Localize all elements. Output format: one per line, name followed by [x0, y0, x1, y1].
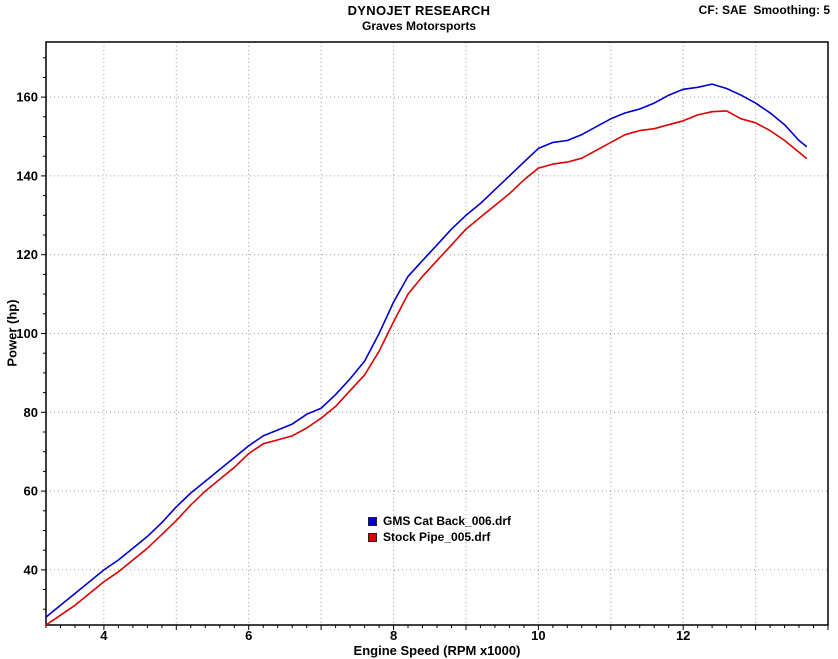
- y-tick-label: 40: [24, 562, 38, 577]
- y-axis-label: Power (hp): [4, 299, 20, 367]
- x-tick-label: 12: [676, 628, 690, 643]
- y-tick-label: 80: [24, 405, 38, 420]
- y-tick-label: 100: [16, 326, 38, 341]
- chart-subtitle: Graves Motorsports: [361, 19, 477, 33]
- x-tick-label: 6: [245, 628, 252, 643]
- correction-smoothing-label: CF: SAE Smoothing: 5: [698, 3, 830, 17]
- x-tick-label: 8: [390, 628, 397, 643]
- legend-label-gms: GMS Cat Back_006.drf: [383, 514, 512, 528]
- x-tick-label: 10: [531, 628, 545, 643]
- legend-label-stock: Stock Pipe_005.drf: [383, 530, 491, 544]
- series-line-1: [45, 110, 808, 626]
- series-line-0: [45, 83, 808, 618]
- y-tick-label: 120: [16, 247, 38, 262]
- x-tick-label: 4: [100, 628, 108, 643]
- legend-swatch-red: [368, 532, 377, 542]
- legend-item-gms-cat-back: GMS Cat Back_006.drf: [368, 513, 511, 529]
- chart-title: DYNOJET RESEARCH: [347, 3, 491, 18]
- y-tick-label: 140: [16, 168, 38, 183]
- legend: GMS Cat Back_006.drf Stock Pipe_005.drf: [368, 513, 511, 545]
- legend-swatch-blue: [368, 516, 377, 526]
- y-tick-label: 60: [24, 484, 38, 499]
- legend-item-stock-pipe: Stock Pipe_005.drf: [368, 529, 511, 545]
- plot-border: [45, 41, 829, 626]
- y-tick-label: 160: [16, 90, 38, 105]
- x-axis-label: Engine Speed (RPM x1000): [353, 643, 521, 658]
